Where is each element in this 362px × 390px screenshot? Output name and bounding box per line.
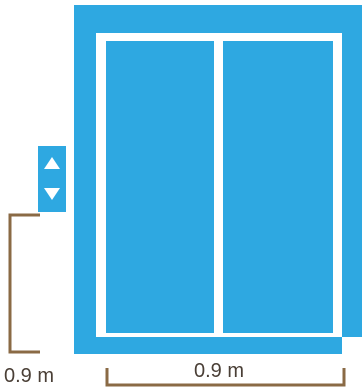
width-dimension-bracket xyxy=(105,368,346,387)
call-button-box xyxy=(38,146,66,212)
left-door-panel xyxy=(106,41,214,333)
call-button-panel xyxy=(38,146,66,212)
right-door-panel xyxy=(223,41,333,333)
button-height-label: 0.9 m xyxy=(4,365,55,387)
triangle-down-icon xyxy=(44,188,60,200)
door-width-label: 0.9 m xyxy=(194,360,245,382)
triangle-up-icon xyxy=(44,157,60,169)
floor-gap xyxy=(342,337,362,354)
height-dimension-bracket xyxy=(8,213,40,354)
